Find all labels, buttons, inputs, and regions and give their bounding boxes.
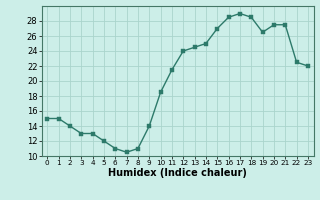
X-axis label: Humidex (Indice chaleur): Humidex (Indice chaleur) (108, 168, 247, 178)
